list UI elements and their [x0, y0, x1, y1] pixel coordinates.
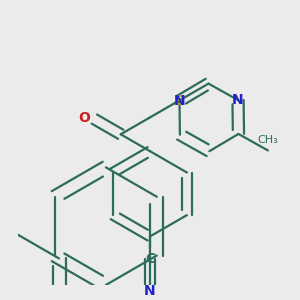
Text: N: N [232, 93, 244, 107]
Text: N: N [144, 284, 156, 298]
Text: C: C [145, 252, 155, 266]
Text: S: S [174, 94, 184, 107]
Text: O: O [78, 111, 90, 124]
Text: CH₃: CH₃ [258, 135, 278, 145]
Text: N: N [174, 94, 185, 108]
